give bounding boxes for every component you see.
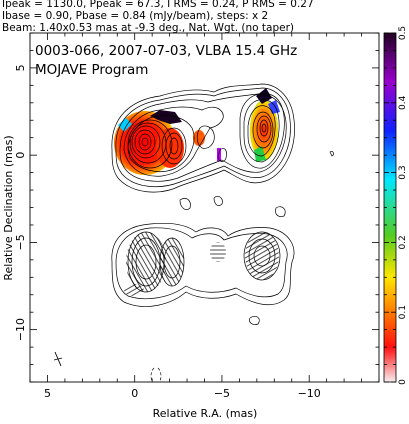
plot-frame — [29, 32, 380, 383]
x-axis-label: Relative R.A. (mas) — [153, 407, 258, 420]
plot-title: 0003-066, 2007-07-03, VLBA 15.4 GHz — [35, 43, 297, 59]
colorbar-tick-label: 0.1 — [398, 305, 408, 319]
x-tick-label: 5 — [44, 387, 51, 400]
jet-knot-polarization — [193, 130, 205, 146]
colorbar-ticks: 0 0.1 0.2 0.3 0.4 0.5 — [384, 26, 408, 385]
beam-marker — [53, 351, 63, 367]
x-tick-label: −10 — [298, 387, 321, 400]
y-tick-label: −5 — [14, 234, 27, 250]
tick-labels: 5 0 −5 −10 5 0 −5 −10 — [14, 64, 321, 400]
total-intensity-contours — [111, 83, 334, 193]
colorbar-tick-label: 0.4 — [398, 95, 408, 110]
x-tick-label: 0 — [131, 387, 138, 400]
colorbar-tick-label: 0 — [398, 379, 408, 385]
colorbar-tick-label: 0.5 — [398, 26, 408, 40]
y-tick-label: 0 — [14, 152, 27, 159]
axis-ticks — [29, 32, 380, 383]
outer-jet-green-patch — [254, 146, 266, 162]
y-tick-label: −10 — [14, 318, 27, 341]
header-line-2: Ibase = 0.90, Pbase = 0.84 (mJy/beam), s… — [2, 10, 269, 22]
y-tick-label: 5 — [14, 64, 27, 71]
header-line-3: Beam: 1.40x0.53 mas at -9.3 deg., Nat. W… — [2, 22, 295, 34]
polarization-vectors — [124, 232, 279, 296]
core-edge-cyan-patch — [118, 118, 132, 132]
header-line-1: Ipeak = 1130.0, Ppeak = 67.3, I RMS = 0.… — [2, 0, 314, 10]
x-tick-label: −5 — [214, 387, 230, 400]
plot-program: MOJAVE Program — [35, 62, 148, 78]
jet-knot-violet — [217, 148, 221, 161]
core-edge-dark-patch — [150, 110, 182, 124]
y-axis-label: Relative Declination (mas) — [2, 135, 15, 280]
colorbar-tick-label: 0.2 — [398, 235, 408, 249]
colorbar-tick-label: 0.3 — [398, 165, 408, 179]
